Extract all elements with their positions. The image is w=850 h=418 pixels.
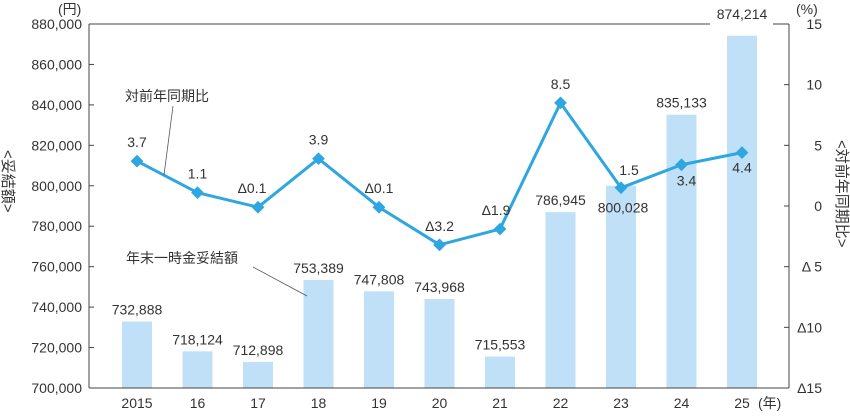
- left-tick-label: 820,000: [31, 137, 82, 153]
- x-tick-label: 25: [734, 395, 750, 411]
- x-axis-unit: (年): [758, 395, 781, 411]
- yoy-point-18: [312, 152, 325, 166]
- yoy-label: Δ1.9: [482, 202, 511, 218]
- bar-value-label: 800,028: [598, 200, 649, 216]
- yoy-label: 3.7: [127, 134, 147, 150]
- yoy-label: 8.5: [551, 76, 571, 92]
- bar-2015: [122, 321, 152, 388]
- x-tick-label: 24: [674, 395, 690, 411]
- bar-value-label: 753,389: [293, 260, 344, 276]
- bar-23: [606, 185, 636, 388]
- line-series-leader: [163, 105, 174, 176]
- x-tick-label: 16: [190, 395, 206, 411]
- bar-value-label: 732,888: [112, 301, 163, 317]
- bar-series-annotation: 年末一時金妥結額: [126, 250, 238, 266]
- right-axis-title: <対前年同期比>: [833, 140, 850, 248]
- left-tick-label: 740,000: [31, 299, 82, 315]
- left-tick-label: 840,000: [31, 97, 82, 113]
- left-tick-label: 860,000: [31, 56, 82, 72]
- x-tick-label: 17: [250, 395, 266, 411]
- left-tick-label: 700,000: [31, 380, 82, 396]
- x-tick-label: 21: [492, 395, 508, 411]
- left-tick-label: 760,000: [31, 259, 82, 275]
- bar-value-label: 786,945: [535, 192, 586, 208]
- right-tick-label: Δ 5: [802, 259, 822, 275]
- right-tick-label: 10: [806, 77, 822, 93]
- right-axis-unit: (%): [796, 1, 818, 17]
- left-tick-label: 880,000: [31, 16, 82, 32]
- bar-25: [727, 35, 757, 389]
- yoy-point-17: [251, 200, 265, 214]
- bar-value-label: 747,808: [354, 271, 405, 287]
- right-tick-label: 15: [806, 16, 822, 32]
- yoy-label: 4.4: [732, 160, 752, 176]
- right-tick-label: Δ15: [797, 380, 822, 396]
- bar-value-label: 712,898: [233, 342, 284, 358]
- yoy-point-16: [191, 186, 204, 200]
- bar-21: [485, 356, 515, 388]
- bar-24: [666, 114, 697, 388]
- right-tick-label: 0: [814, 198, 822, 214]
- line-series-annotation: 対前年同期比: [125, 88, 209, 104]
- x-tick-label: 19: [371, 395, 387, 411]
- x-tick-label: 18: [311, 395, 327, 411]
- yoy-label: 1.5: [619, 162, 639, 178]
- bar-17: [243, 361, 273, 388]
- bar-19: [364, 291, 394, 388]
- left-tick-label: 720,000: [31, 340, 82, 356]
- x-tick-label: 23: [613, 395, 629, 411]
- yoy-point-2015: [130, 154, 144, 168]
- yoy-point-21: [493, 222, 507, 236]
- yoy-point-19: [372, 200, 386, 214]
- bar-value-label: 718,124: [172, 331, 223, 347]
- left-tick-label: 800,000: [31, 178, 82, 194]
- bar-16: [182, 351, 213, 388]
- bar-18: [303, 280, 334, 388]
- yoy-label: 1.1: [188, 166, 208, 182]
- bar-series-leader: [252, 266, 308, 297]
- left-axis-unit: (円): [58, 1, 81, 17]
- yoy-label: 3.9: [309, 132, 329, 148]
- bar-20: [424, 299, 455, 388]
- bar-value-label: 835,133: [656, 95, 707, 111]
- left-axis-title: <妥結額>: [0, 150, 16, 213]
- yoy-label: Δ3.2: [425, 218, 454, 234]
- yoy-point-20: [433, 238, 446, 252]
- x-tick-label: 22: [553, 395, 569, 411]
- yoy-label: Δ0.1: [238, 180, 267, 196]
- bar-value-label: 743,968: [414, 279, 465, 295]
- yoy-label: Δ0.1: [365, 180, 394, 196]
- x-tick-label: 2015: [121, 395, 152, 411]
- bar-value-label: 874,214: [717, 6, 768, 22]
- right-tick-label: Δ10: [797, 319, 822, 335]
- yoy-label: 3.4: [677, 173, 697, 189]
- bar-22: [545, 212, 576, 388]
- bar-value-label: 715,553: [475, 337, 526, 353]
- right-tick-label: 5: [814, 137, 822, 153]
- left-tick-label: 780,000: [31, 218, 82, 234]
- x-tick-label: 20: [432, 395, 448, 411]
